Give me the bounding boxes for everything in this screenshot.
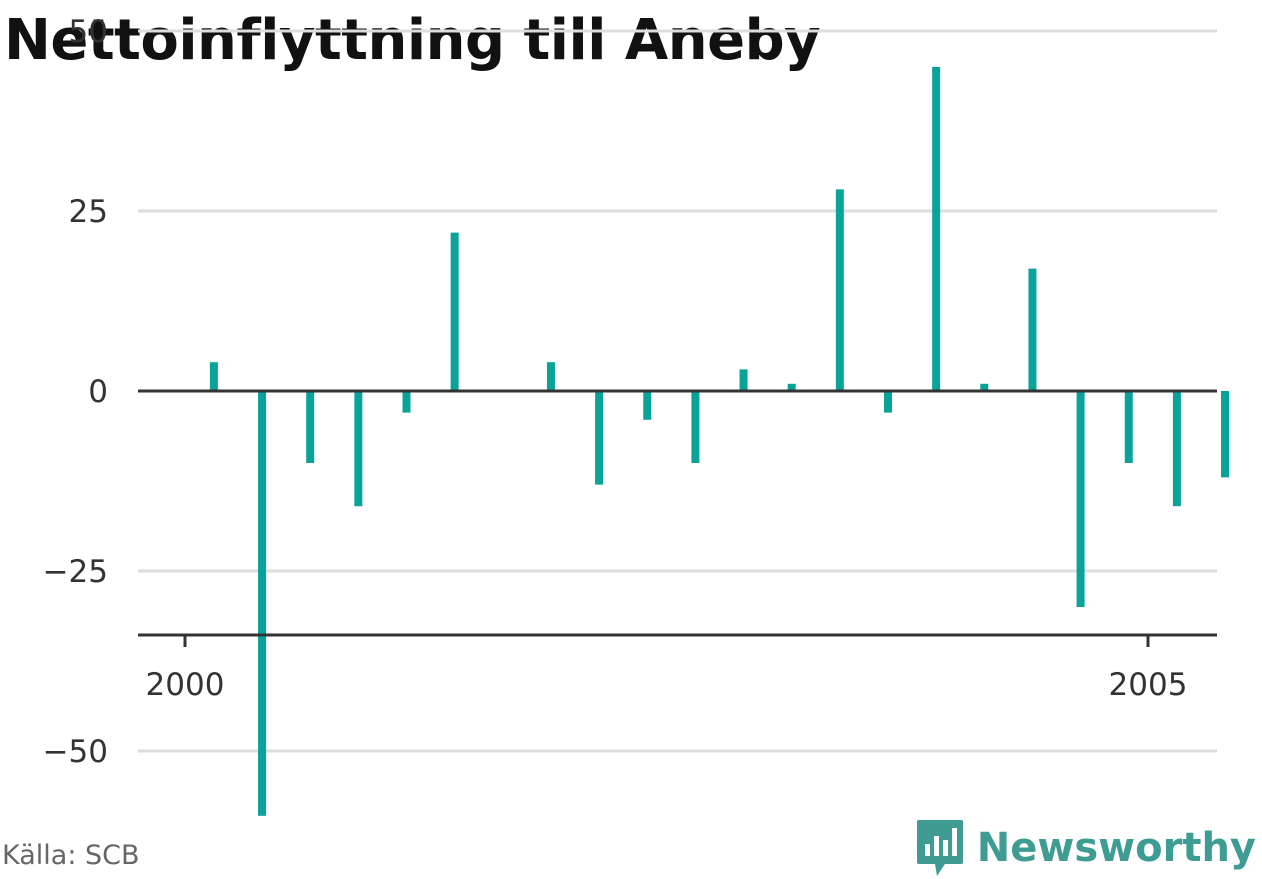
x-tick-label: 2005 [1109, 667, 1188, 703]
y-axis-tick-labels: 50 25 0 −25 −50 [43, 14, 108, 770]
bar [306, 391, 315, 463]
bar [595, 391, 604, 485]
newsworthy-logo: Newsworthy [915, 818, 1256, 878]
brand-name: Newsworthy [976, 825, 1256, 871]
source-note: Källa: SCB [2, 840, 140, 871]
chart-title: Nettoinflyttning till Aneby [4, 8, 821, 73]
bar [787, 383, 796, 391]
y-tick-label: 25 [69, 194, 108, 230]
bar-series [209, 67, 1230, 816]
bar [209, 362, 218, 391]
y-tick-label: 50 [69, 14, 108, 50]
bar [932, 67, 941, 391]
axes [138, 389, 1217, 647]
bar [402, 391, 411, 413]
bar-chart-speech-bubble-icon [916, 820, 963, 876]
bar [1028, 268, 1037, 391]
bar [883, 391, 892, 413]
y-tick-label: 0 [88, 374, 108, 410]
x-axis-tick-labels: 200020052010201520202025 [146, 667, 1188, 703]
bar [691, 391, 700, 463]
x-tick-label: 2000 [146, 667, 225, 703]
y-tick-label: −25 [43, 554, 108, 590]
bar [354, 391, 363, 507]
bar [450, 232, 459, 391]
bar [739, 369, 748, 391]
bar [835, 189, 844, 391]
bar [1076, 391, 1085, 607]
bar [643, 391, 652, 420]
bar [1124, 391, 1133, 463]
bar [1172, 391, 1181, 507]
bar [258, 391, 267, 816]
y-tick-label: −50 [43, 734, 108, 770]
bar [546, 362, 555, 391]
bar [980, 383, 989, 391]
bar [1221, 391, 1230, 478]
gridlines [138, 29, 1217, 753]
